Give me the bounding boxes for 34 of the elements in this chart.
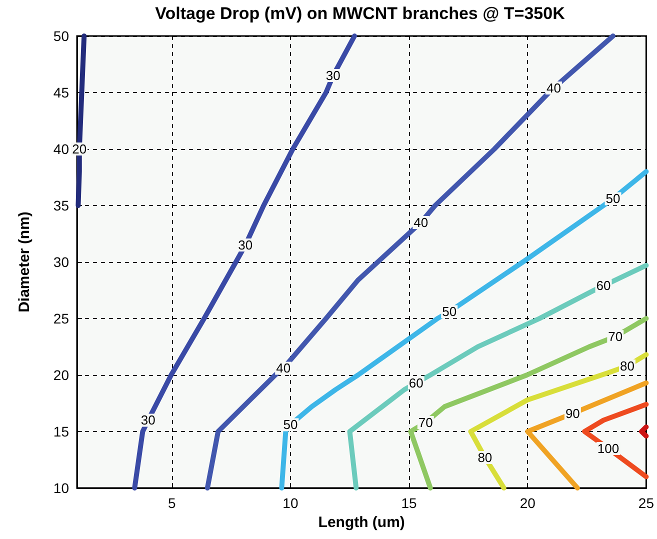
annotation: 50 xyxy=(606,191,620,206)
annotation: 70 xyxy=(418,414,433,430)
y-tick-label: 25 xyxy=(53,310,70,326)
annotation: 60 xyxy=(408,375,424,390)
x-tick-label: 25 xyxy=(638,495,654,511)
y-tick-label: 50 xyxy=(53,28,70,44)
annotation: 20 xyxy=(72,142,87,156)
x-tick-label: 10 xyxy=(282,495,298,511)
annotation: 30 xyxy=(140,412,156,428)
annotation: 70 xyxy=(608,329,623,344)
y-tick-label: 40 xyxy=(53,141,70,157)
annotation: 40 xyxy=(546,80,561,96)
y-tick-label: 30 xyxy=(53,254,70,270)
annotation: 80 xyxy=(478,450,492,465)
y-tick-label: 15 xyxy=(53,424,70,440)
annotation: 50 xyxy=(283,417,298,432)
y-tick-label: 45 xyxy=(53,84,70,100)
y-tick-label: 35 xyxy=(53,198,70,214)
annotation: 40 xyxy=(414,214,428,230)
x-tick-label: 5 xyxy=(168,495,176,511)
x-tick-label: 20 xyxy=(520,495,536,511)
x-tick-label: 15 xyxy=(401,495,418,511)
annotation: 40 xyxy=(276,360,291,376)
y-tick-label: 10 xyxy=(53,480,70,496)
y-axis-title: Diameter (nm) xyxy=(16,212,33,312)
x-axis-title: Length (um) xyxy=(318,514,405,531)
annotation: 30 xyxy=(326,68,340,84)
annotation: 80 xyxy=(620,358,634,374)
annotation: 50 xyxy=(442,304,457,320)
y-tick-label: 20 xyxy=(53,367,70,383)
annotation: 60 xyxy=(596,278,611,294)
chart-title: Voltage Drop (mV) on MWCNT branches @ T=350K xyxy=(155,4,566,23)
annotation: 30 xyxy=(238,238,253,253)
annotation: 90 xyxy=(565,406,580,421)
